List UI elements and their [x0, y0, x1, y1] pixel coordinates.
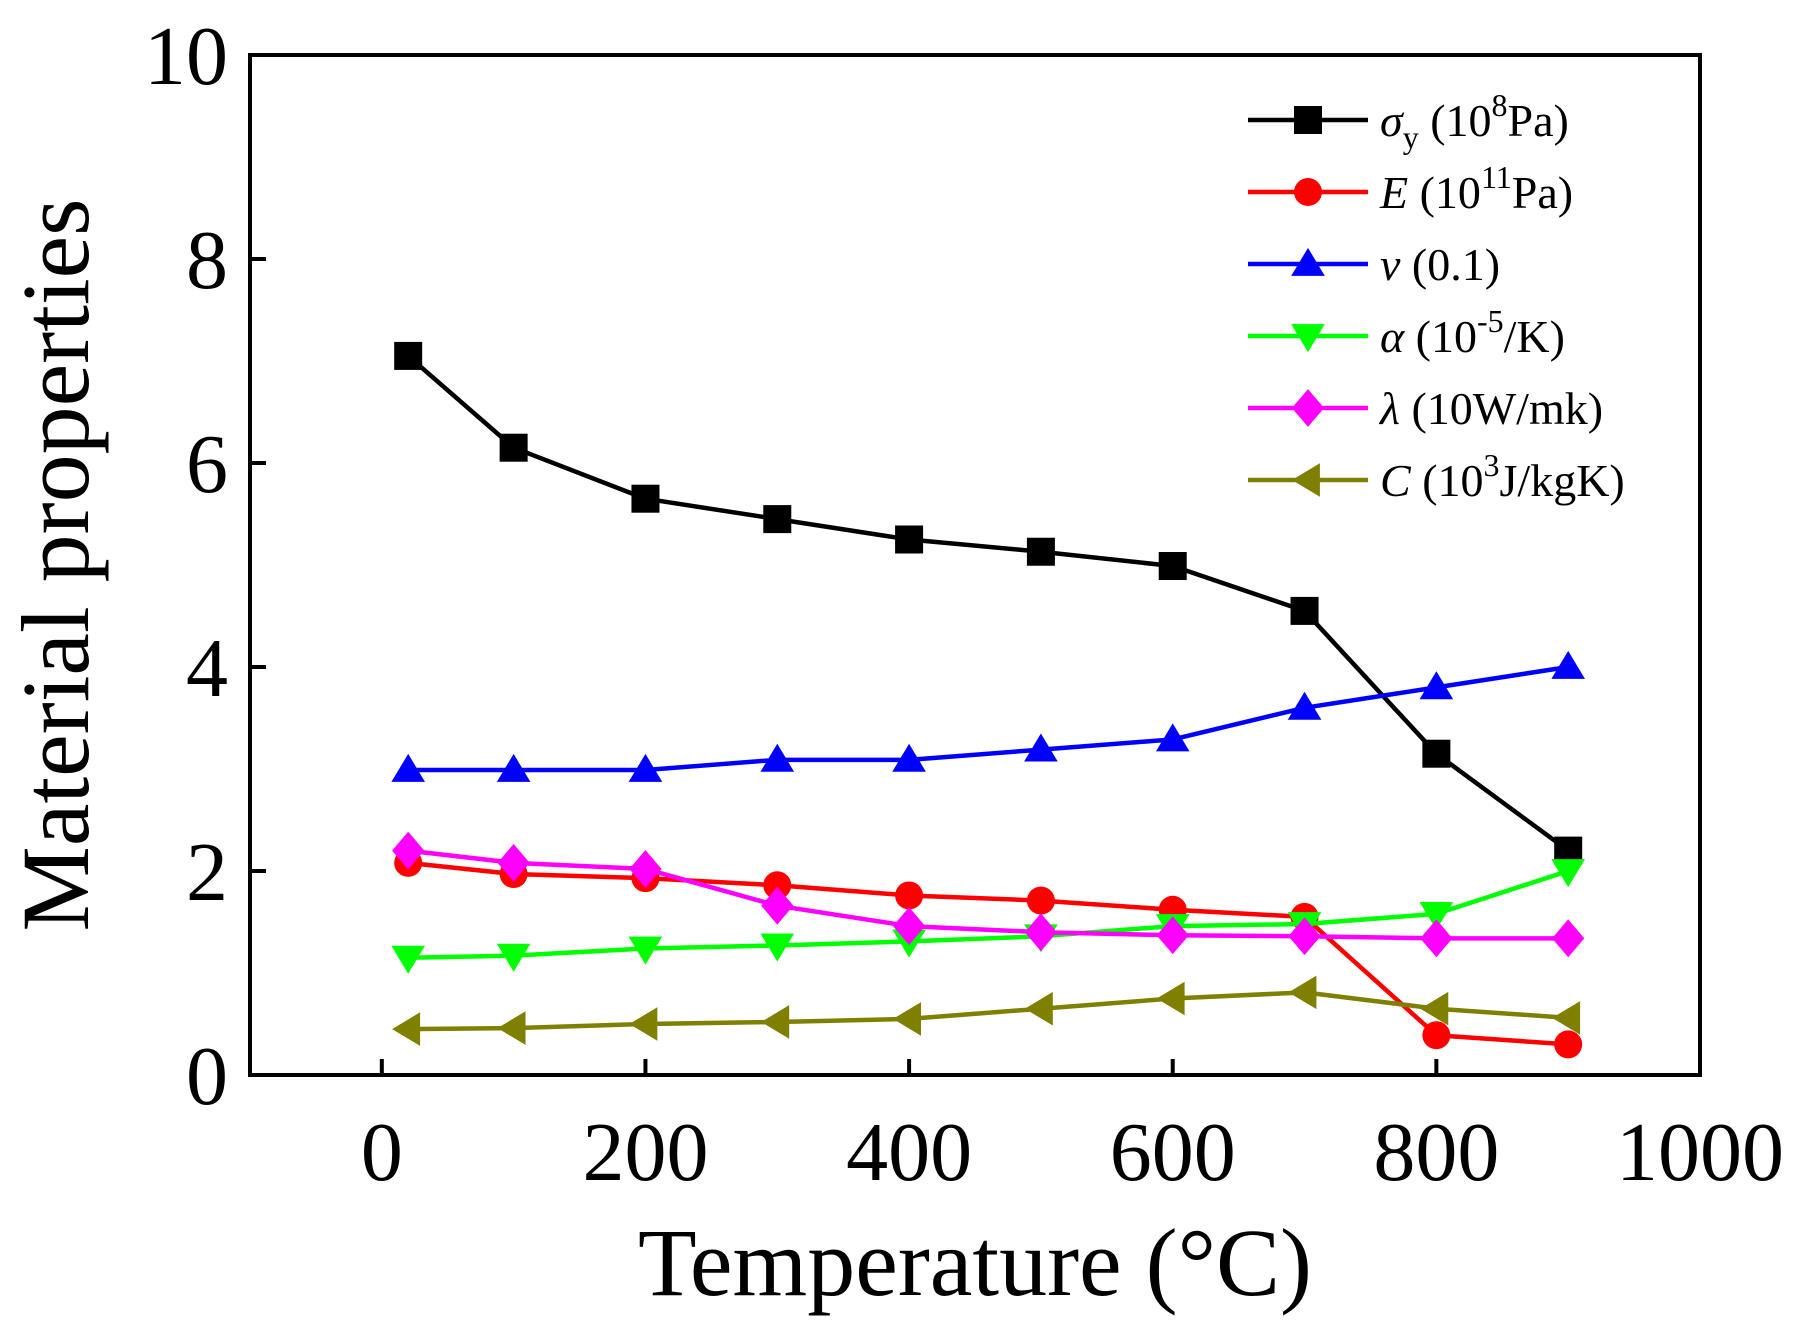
legend-label: E (1011Pa) — [1379, 159, 1573, 218]
data-point — [1024, 991, 1053, 1026]
data-point — [392, 831, 425, 870]
legend-item: E (1011Pa) — [1248, 159, 1573, 218]
data-point — [1554, 1030, 1583, 1059]
legend-item: σy (108Pa) — [1248, 87, 1569, 155]
legend-item: C (103J/kgK) — [1248, 447, 1625, 506]
data-point — [499, 433, 528, 462]
series-line — [408, 664, 1569, 773]
x-tick-label: 600 — [1110, 1106, 1236, 1199]
data-point — [1156, 981, 1185, 1016]
data-point — [497, 843, 530, 882]
data-point — [1290, 596, 1319, 625]
y-tick-label: 2 — [186, 826, 228, 919]
data-point — [628, 753, 663, 782]
data-point — [1158, 552, 1187, 581]
legend-label: λ (10W/mk) — [1378, 383, 1603, 434]
data-point — [394, 341, 423, 370]
data-point — [629, 850, 662, 888]
data-point — [1420, 991, 1449, 1026]
data-point — [391, 753, 425, 782]
data-point — [1422, 1021, 1451, 1050]
data-point — [1288, 917, 1321, 956]
data-point — [1551, 650, 1585, 679]
legend-label: σy (108Pa) — [1380, 87, 1569, 155]
axis-ticks: 0 200 400 600 800 1000 0 2 4 6 8 10 — [144, 10, 1784, 1199]
data-point — [1422, 739, 1451, 768]
x-axis-title: Temperature (°C) — [638, 1209, 1312, 1316]
data-point — [496, 943, 531, 972]
legend-marker — [1291, 463, 1320, 497]
series-line — [408, 990, 1569, 1032]
legend-item: v (0.1) — [1248, 239, 1500, 290]
data-point — [1552, 919, 1585, 958]
data-point — [1419, 901, 1454, 930]
legend-item: λ (10W/mk) — [1248, 383, 1603, 434]
y-tick-label: 8 — [186, 214, 228, 307]
data-point — [1288, 975, 1317, 1010]
legend-label: α (10-5/K) — [1380, 303, 1565, 362]
data-point — [892, 907, 926, 945]
data-point — [631, 484, 660, 513]
legend-label: C (103J/kgK) — [1380, 447, 1625, 506]
series-line — [407, 860, 1569, 1047]
data-point — [761, 886, 794, 925]
x-tick-label: 0 — [361, 1106, 403, 1199]
x-tick-label: 1000 — [1616, 1106, 1784, 1199]
data-point — [1287, 691, 1322, 720]
legend-marker — [1294, 178, 1322, 206]
series-line — [407, 848, 1569, 941]
data-point — [392, 1012, 421, 1046]
data-point — [1419, 671, 1454, 700]
data-point — [628, 936, 663, 965]
data-point — [895, 525, 924, 554]
data-point — [760, 743, 795, 772]
legend-marker — [1291, 247, 1325, 276]
data-point — [1551, 859, 1585, 888]
data-point — [1026, 886, 1055, 915]
data-point — [629, 1007, 658, 1041]
series-line — [406, 354, 1570, 853]
data-point — [497, 1011, 526, 1045]
x-tick-label: 800 — [1373, 1106, 1499, 1199]
data-point — [1155, 723, 1190, 752]
data-point — [1024, 913, 1058, 952]
data-point — [763, 871, 792, 900]
legend-marker — [1291, 324, 1325, 353]
data-point — [391, 945, 425, 974]
series-4 — [392, 831, 1585, 958]
data-point — [892, 1002, 921, 1036]
data-point — [760, 933, 795, 962]
y-tick-label: 4 — [186, 622, 228, 715]
series-2 — [391, 650, 1585, 782]
legend-marker — [1294, 106, 1322, 134]
y-tick-label: 6 — [186, 418, 228, 511]
data-point — [1420, 919, 1453, 958]
legend-label: v (0.1) — [1380, 239, 1500, 290]
series-line — [408, 868, 1569, 960]
legend: σy (108Pa)E (1011Pa) v (0.1) α (10-5/K) λ (… — [1248, 87, 1625, 506]
data-point — [1552, 1001, 1581, 1035]
legend-marker — [1291, 389, 1325, 427]
legend-item: α (10-5/K) — [1248, 303, 1565, 362]
data-point — [892, 743, 926, 772]
data-point — [895, 881, 924, 910]
data-point — [763, 505, 792, 534]
y-tick-label: 10 — [144, 10, 228, 103]
plot-frame — [248, 53, 1702, 1077]
data-point — [1024, 733, 1058, 762]
series-layer — [391, 341, 1585, 1059]
data-point — [1156, 916, 1189, 955]
series-5 — [392, 975, 1581, 1046]
x-tick-label: 200 — [582, 1106, 708, 1199]
data-point — [761, 1005, 790, 1039]
y-axis-title: Material properties — [2, 198, 109, 931]
data-point — [1026, 537, 1055, 566]
x-tick-label: 400 — [846, 1106, 972, 1199]
data-point — [496, 753, 531, 782]
y-tick-label: 0 — [186, 1030, 228, 1123]
